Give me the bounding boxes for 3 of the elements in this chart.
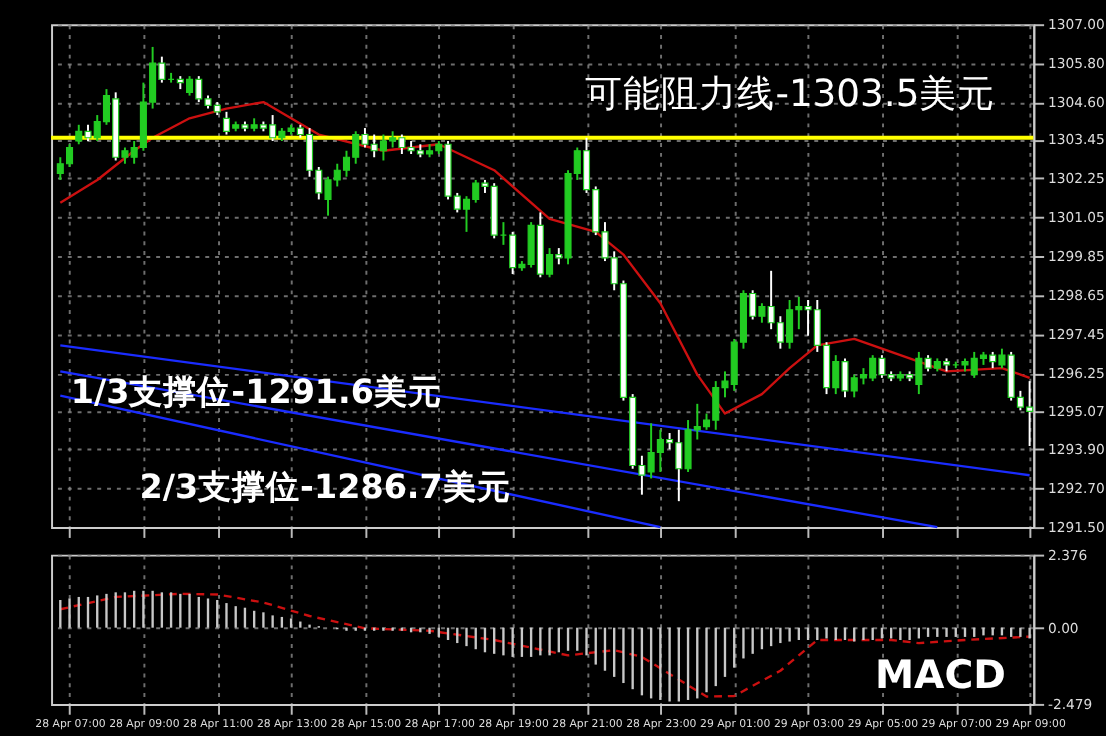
ref-line-label: 可能阻力线-1303.5美元 [585,72,996,117]
annotation: MACD [874,652,1006,699]
candlestick [222,110,231,136]
